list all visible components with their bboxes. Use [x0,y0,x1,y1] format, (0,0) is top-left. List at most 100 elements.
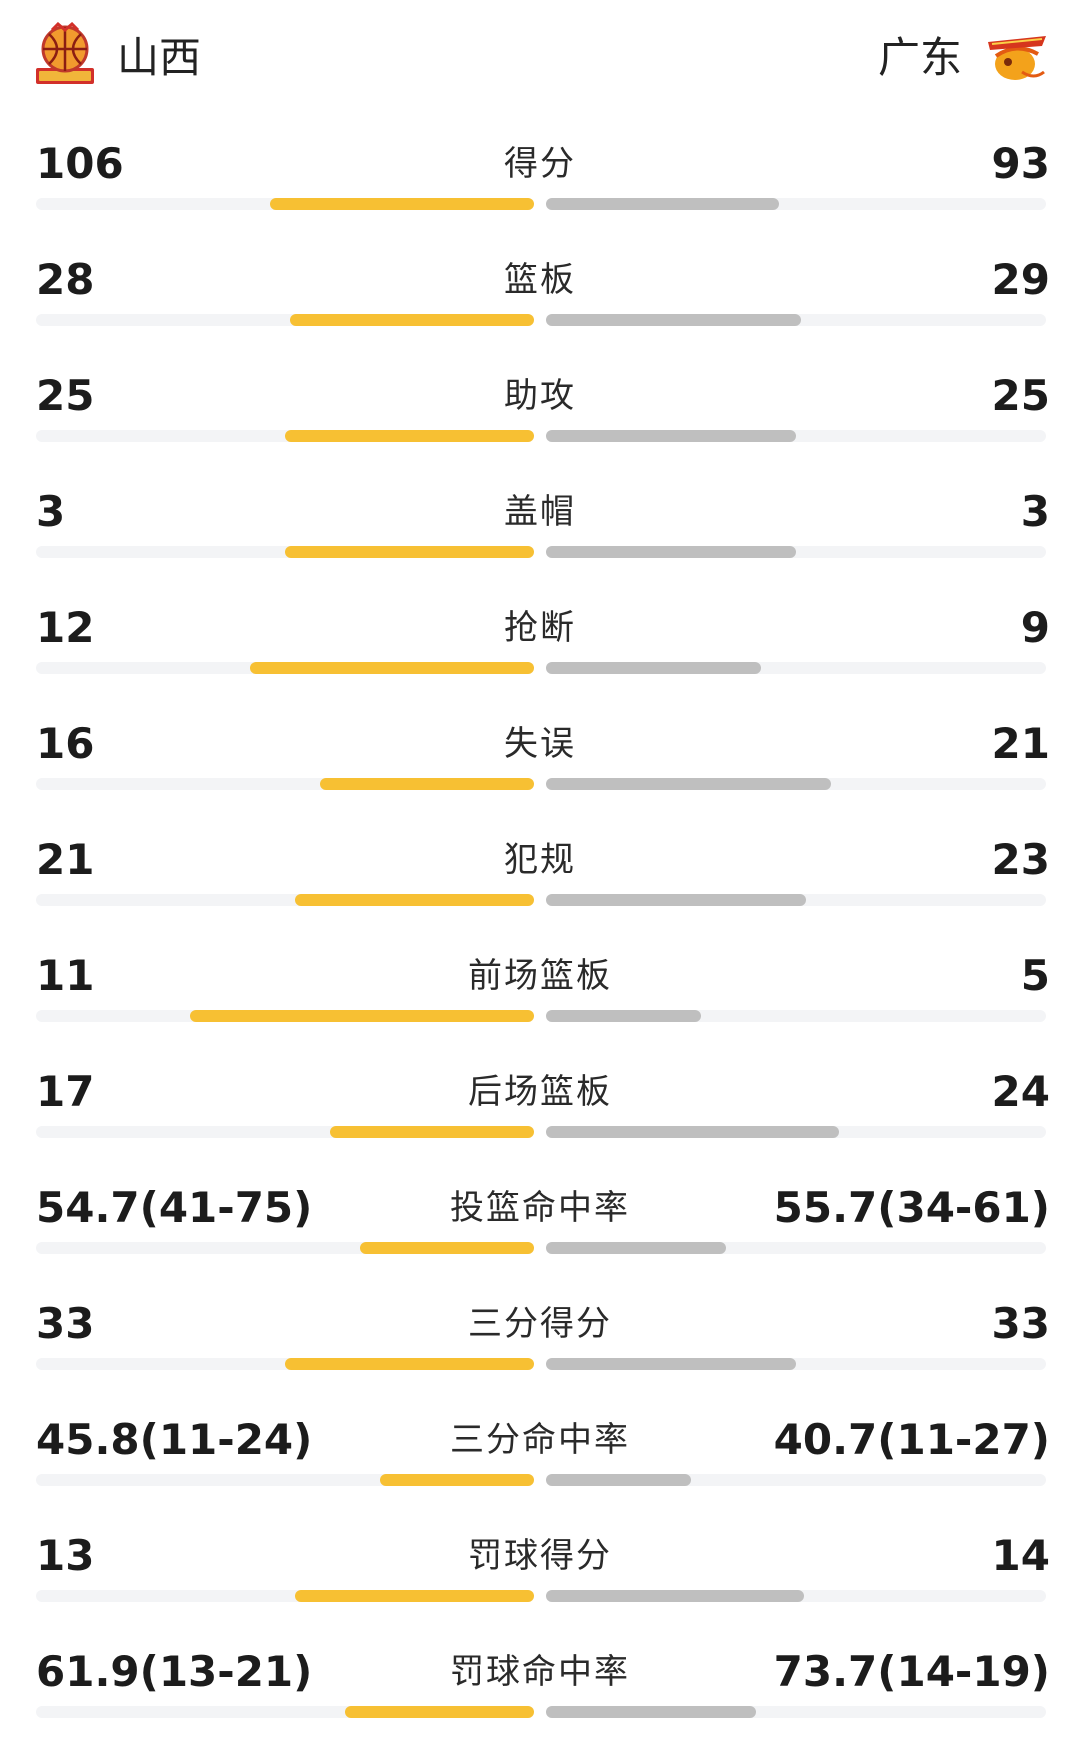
stat-label: 犯规 [504,840,576,880]
home-bar-track [36,1706,534,1718]
away-stat-value: 73.7(14-19) [773,1647,1050,1696]
stats-list: 106 得分 93 28 篮板 29 25 助攻 25 3 盖帽 3 12 抢断 9 16 失误 21 21 犯规 23… [0,128,1080,1752]
away-stat-value: 55.7(34-61) [773,1183,1050,1232]
home-bar-track [36,1010,534,1022]
away-bar-track [546,778,1046,790]
stat-label: 三分得分 [468,1304,612,1344]
stat-row: 28 篮板 29 [0,244,1080,360]
home-stat-bar [344,1706,534,1718]
home-stat-bar [289,314,534,326]
away-stat-bar [546,1242,726,1254]
stat-label: 后场篮板 [468,1072,612,1112]
home-stat-value: 17 [36,1067,95,1116]
away-bar-track [546,430,1046,442]
away-stat-value: 25 [991,371,1050,420]
stat-row: 16 失误 21 [0,708,1080,824]
away-stat-value: 24 [991,1067,1050,1116]
away-stat-bar [546,1358,796,1370]
away-bar-track [546,1706,1046,1718]
stat-row: 25 助攻 25 [0,360,1080,476]
stat-row: 54.7(41-75) 投篮命中率 55.7(34-61) [0,1172,1080,1288]
stat-row: 13 罚球得分 14 [0,1520,1080,1636]
stat-label: 抢断 [504,608,576,648]
away-bar-track [546,894,1046,906]
stat-row: 11 前场篮板 5 [0,940,1080,1056]
home-bar-track [36,198,534,210]
away-bar-track [546,314,1046,326]
stat-row: 21 犯规 23 [0,824,1080,940]
away-stat-bar [546,1126,839,1138]
stat-label: 失误 [504,724,576,764]
home-stat-value: 54.7(41-75) [36,1183,313,1232]
away-bar-track [546,1242,1046,1254]
home-stat-value: 61.9(13-21) [36,1647,313,1696]
home-team-name: 山西 [117,33,202,82]
home-bar-track [36,1590,534,1602]
home-stat-value: 45.8(11-24) [36,1415,313,1464]
home-stat-bar [294,1590,534,1602]
away-stat-bar [546,662,761,674]
stat-label: 盖帽 [504,492,576,532]
stat-label: 前场篮板 [468,956,612,996]
stat-row: 45.8(11-24) 三分命中率 40.7(11-27) [0,1404,1080,1520]
home-stat-value: 12 [36,603,95,652]
away-stat-bar [546,1474,691,1486]
stat-row: 33 三分得分 33 [0,1288,1080,1404]
home-bar-track [36,1126,534,1138]
home-stat-value: 21 [36,835,95,884]
away-stat-value: 29 [991,255,1050,304]
home-bar-track [36,314,534,326]
away-stat-value: 9 [1020,603,1050,652]
stat-label: 得分 [504,144,576,184]
stat-row: 3 盖帽 3 [0,476,1080,592]
home-stat-bar [270,198,534,210]
stat-label: 投篮命中率 [450,1188,630,1228]
home-stat-bar [319,778,534,790]
away-stat-value: 40.7(11-27) [773,1415,1050,1464]
away-stat-bar [546,1590,804,1602]
stat-label: 三分命中率 [450,1420,630,1460]
home-stat-value: 16 [36,719,95,768]
home-bar-track [36,778,534,790]
away-stat-bar [546,1010,701,1022]
home-stat-bar [285,430,534,442]
home-stat-bar [329,1126,534,1138]
shanxi-team-logo [36,22,94,84]
away-bar-track [546,1126,1046,1138]
away-stat-value: 33 [991,1299,1050,1348]
home-stat-bar [294,894,534,906]
home-bar-track [36,430,534,442]
home-stat-value: 13 [36,1531,95,1580]
away-bar-track [546,1358,1046,1370]
away-stat-bar [546,778,831,790]
home-bar-track [36,1242,534,1254]
team-header: 山西 广东 [0,0,1080,120]
away-stat-bar [546,430,796,442]
away-bar-track [546,198,1046,210]
away-bar-track [546,1010,1046,1022]
away-stat-bar [546,198,779,210]
away-stat-bar [546,1706,756,1718]
away-stat-value: 3 [1020,487,1050,536]
stat-label: 罚球得分 [468,1536,612,1576]
stat-row: 106 得分 93 [0,128,1080,244]
stat-row: 12 抢断 9 [0,592,1080,708]
home-stat-value: 28 [36,255,95,304]
home-bar-track [36,662,534,674]
home-bar-track [36,1474,534,1486]
away-bar-track [546,1474,1046,1486]
away-stat-bar [546,546,796,558]
home-stat-bar [190,1010,534,1022]
guangdong-team-logo [988,36,1046,80]
home-bar-track [36,894,534,906]
away-stat-value: 23 [991,835,1050,884]
stat-row: 61.9(13-21) 罚球命中率 73.7(14-19) [0,1636,1080,1752]
stat-label: 罚球命中率 [450,1652,630,1692]
away-team-name: 广东 [877,33,962,82]
away-stat-bar [546,314,801,326]
away-bar-track [546,1590,1046,1602]
home-stat-bar [359,1242,534,1254]
stat-label: 助攻 [504,376,576,416]
away-stat-value: 21 [991,719,1050,768]
home-bar-track [36,546,534,558]
